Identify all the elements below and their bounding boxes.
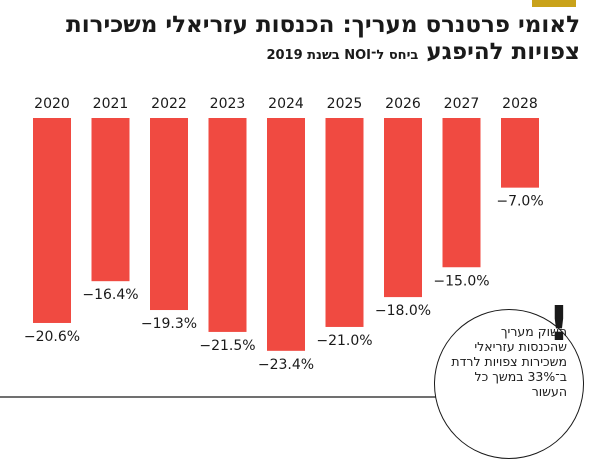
year-label: 2020 bbox=[34, 96, 70, 112]
year-label: 2028 bbox=[502, 96, 538, 112]
bar bbox=[208, 118, 247, 332]
chart-title: לאומי פרטנרס מעריך: הכנסות עזריאלי משכיר… bbox=[10, 12, 580, 69]
bar bbox=[267, 118, 305, 351]
bar bbox=[325, 118, 364, 327]
value-label: −21.0% bbox=[316, 333, 372, 349]
value-label: −20.6% bbox=[24, 329, 80, 345]
callout-text: השוק מעריך שהכנסות עזריאלי משכירות צפויו… bbox=[451, 324, 567, 399]
callout-circle: השוק מעריך שהכנסות עזריאלי משכירות צפויו… bbox=[434, 309, 584, 459]
bar bbox=[501, 118, 539, 188]
bar bbox=[91, 118, 130, 282]
bars-group: 2020 −20.6% 2021 −16.4% 2022 −19.3% 2023 −21.5%… bbox=[24, 96, 544, 373]
bar bbox=[442, 118, 481, 268]
value-label: −16.4% bbox=[82, 287, 138, 303]
value-label: −21.5% bbox=[199, 338, 255, 354]
value-label: −7.0% bbox=[496, 194, 543, 210]
exclamation-icon: ! bbox=[548, 296, 570, 352]
year-label: 2027 bbox=[444, 96, 480, 112]
accent-bar bbox=[532, 0, 576, 7]
year-label: 2024 bbox=[268, 96, 304, 112]
bar bbox=[150, 118, 188, 311]
bar bbox=[384, 118, 422, 298]
title-main: לאומי פרטנרס מעריך: הכנסות עזריאלי משכיר… bbox=[66, 12, 580, 65]
value-label: −23.4% bbox=[258, 357, 314, 373]
title-subtitle: ביחס ל־NOI בשנת 2019 bbox=[266, 48, 419, 63]
value-label: −18.0% bbox=[375, 303, 431, 319]
year-label: 2025 bbox=[327, 96, 363, 112]
year-label: 2026 bbox=[385, 96, 421, 112]
value-label: −15.0% bbox=[433, 273, 489, 289]
value-label: −19.3% bbox=[141, 316, 197, 332]
year-label: 2021 bbox=[93, 96, 129, 112]
year-label: 2023 bbox=[210, 96, 246, 112]
year-label: 2022 bbox=[151, 96, 187, 112]
bar bbox=[33, 118, 71, 323]
